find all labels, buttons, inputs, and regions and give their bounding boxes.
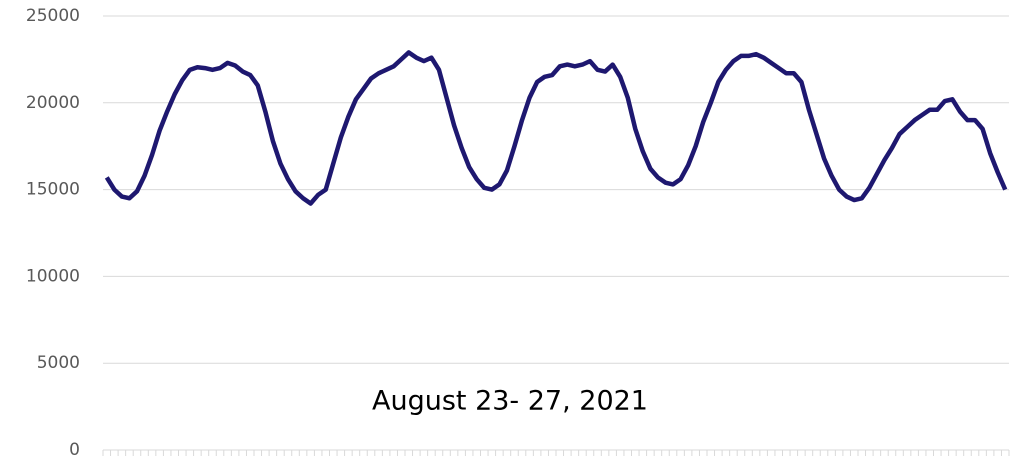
y-tick-label: 5000	[37, 353, 80, 373]
y-tick-label: 25000	[26, 6, 80, 26]
series-line	[104, 50, 1008, 206]
y-tick-label: 10000	[26, 266, 80, 286]
y-tick-label: 20000	[26, 93, 80, 113]
y-tick-label: 0	[69, 440, 80, 460]
annotation: August 23- 27, 2021	[372, 386, 648, 417]
y-tick-label: 15000	[26, 180, 80, 200]
